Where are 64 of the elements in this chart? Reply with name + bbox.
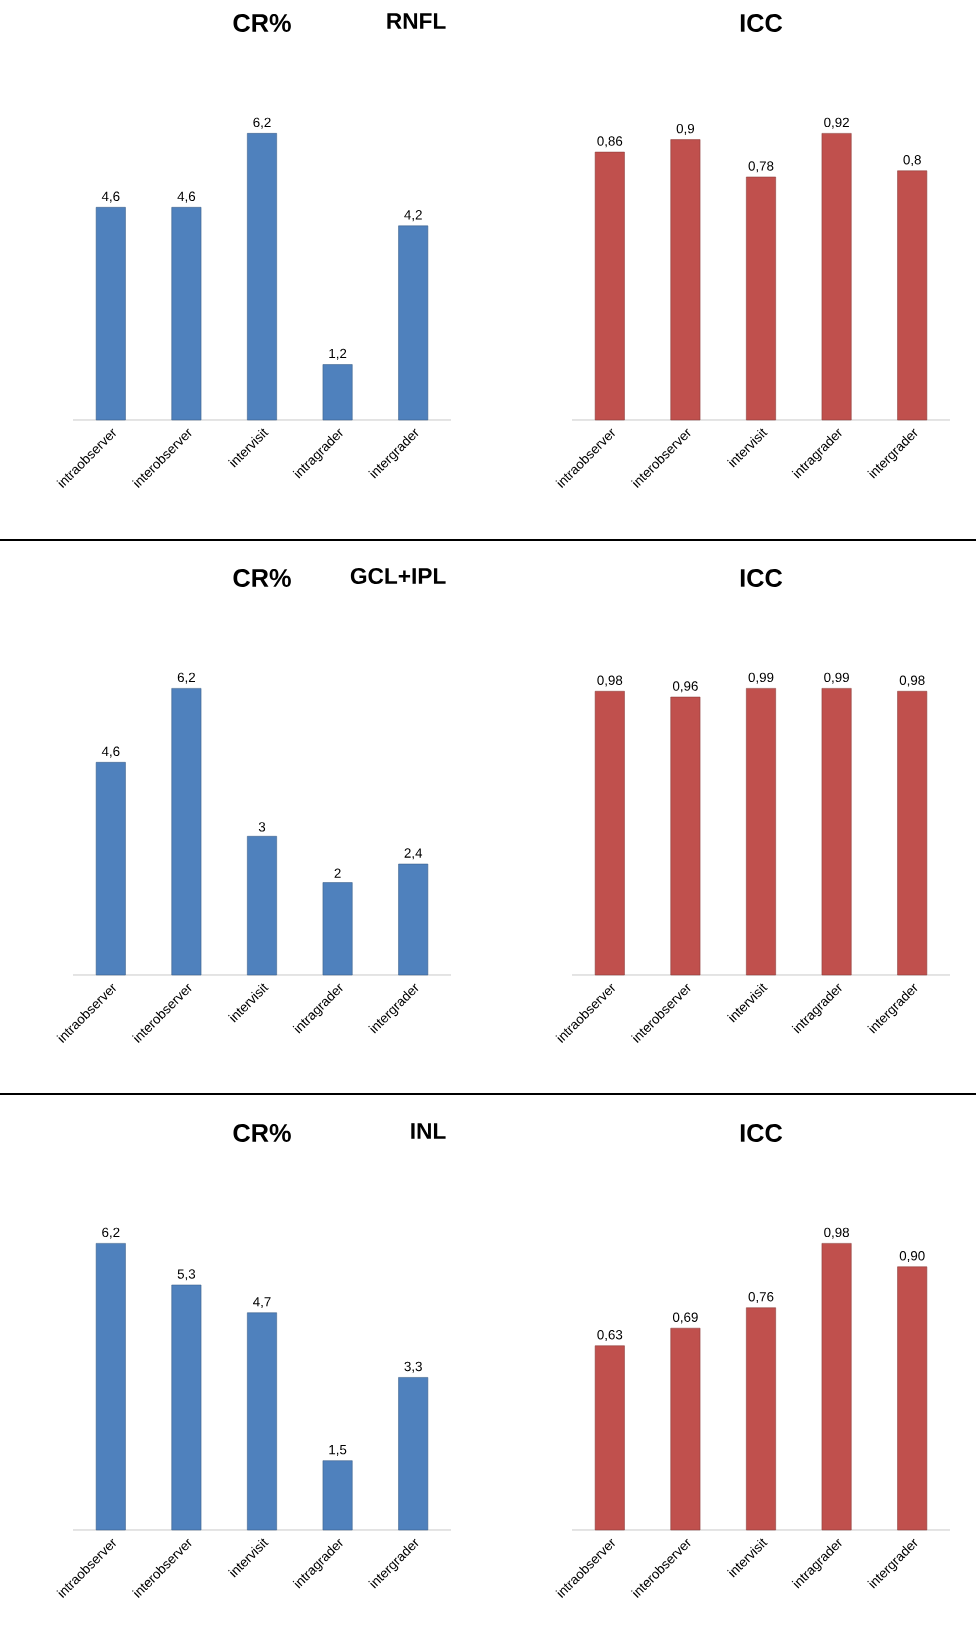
- data-label: 2: [334, 868, 341, 878]
- bar: [398, 1377, 429, 1531]
- bar: [95, 762, 126, 976]
- bar: [322, 364, 353, 421]
- data-label: 5,3: [177, 1269, 196, 1281]
- chart-title: CR%: [233, 569, 291, 587]
- data-label: 3,3: [404, 1361, 422, 1373]
- bar: [398, 863, 429, 976]
- data-label: 0,8: [903, 155, 921, 167]
- bar: [322, 882, 353, 976]
- chart-subtitle: INL: [411, 1123, 446, 1139]
- data-label: 0,98: [597, 675, 623, 687]
- bar: [746, 176, 776, 421]
- data-label: 0,86: [597, 136, 623, 148]
- bar: [247, 133, 277, 421]
- data-label: 0,9: [676, 123, 695, 135]
- data-label: 0,99: [748, 672, 774, 684]
- data-label: 4,6: [177, 191, 196, 203]
- bar: [171, 688, 202, 976]
- bar: [247, 836, 277, 976]
- bar: [670, 1327, 701, 1531]
- data-label: 6,2: [177, 672, 195, 684]
- bar: [670, 139, 701, 421]
- data-label: 0,92: [824, 117, 849, 129]
- data-label: 0,76: [748, 1292, 774, 1304]
- chart-title: ICC: [740, 14, 783, 32]
- data-label: 0,69: [672, 1312, 698, 1324]
- data-label: 1,2: [329, 348, 347, 360]
- data-label: 4,6: [101, 746, 120, 758]
- bar: [171, 1284, 202, 1531]
- bar: [95, 1243, 126, 1531]
- data-label: 0,98: [899, 675, 925, 687]
- bar: [897, 1266, 928, 1531]
- bar: [322, 1460, 353, 1531]
- bar: [897, 170, 928, 421]
- data-label: 0,63: [597, 1330, 623, 1342]
- bar: [594, 151, 625, 421]
- data-label: 3: [258, 822, 266, 832]
- data-label: 1,5: [329, 1445, 347, 1456]
- chart-subtitle: RNFL: [387, 13, 446, 29]
- data-label: 4,2: [404, 210, 422, 222]
- data-label: 2,4: [404, 848, 423, 860]
- bar: [247, 1312, 277, 1531]
- bar: [821, 1243, 852, 1531]
- data-label: 6,2: [102, 1227, 120, 1239]
- bar: [821, 133, 852, 421]
- bar: [398, 225, 429, 421]
- data-label: 6,2: [253, 117, 271, 129]
- data-label: 0,96: [672, 681, 698, 693]
- data-label: 4,7: [253, 1297, 271, 1309]
- bar: [594, 1345, 625, 1531]
- data-label: 0,99: [824, 672, 849, 684]
- bar: [171, 207, 202, 421]
- chart-title: CR%: [233, 1124, 291, 1142]
- chart-title: CR%: [233, 14, 291, 32]
- bar: [95, 207, 126, 421]
- chart-subtitle: GCL+IPL: [350, 567, 446, 585]
- data-label: 0,98: [824, 1227, 849, 1239]
- chart-title: ICC: [740, 569, 783, 587]
- data-label: 0,90: [899, 1251, 925, 1263]
- data-label: 4,6: [101, 191, 120, 203]
- chart-title: ICC: [740, 1124, 783, 1142]
- data-label: 0,78: [748, 161, 774, 173]
- bar: [746, 1307, 776, 1531]
